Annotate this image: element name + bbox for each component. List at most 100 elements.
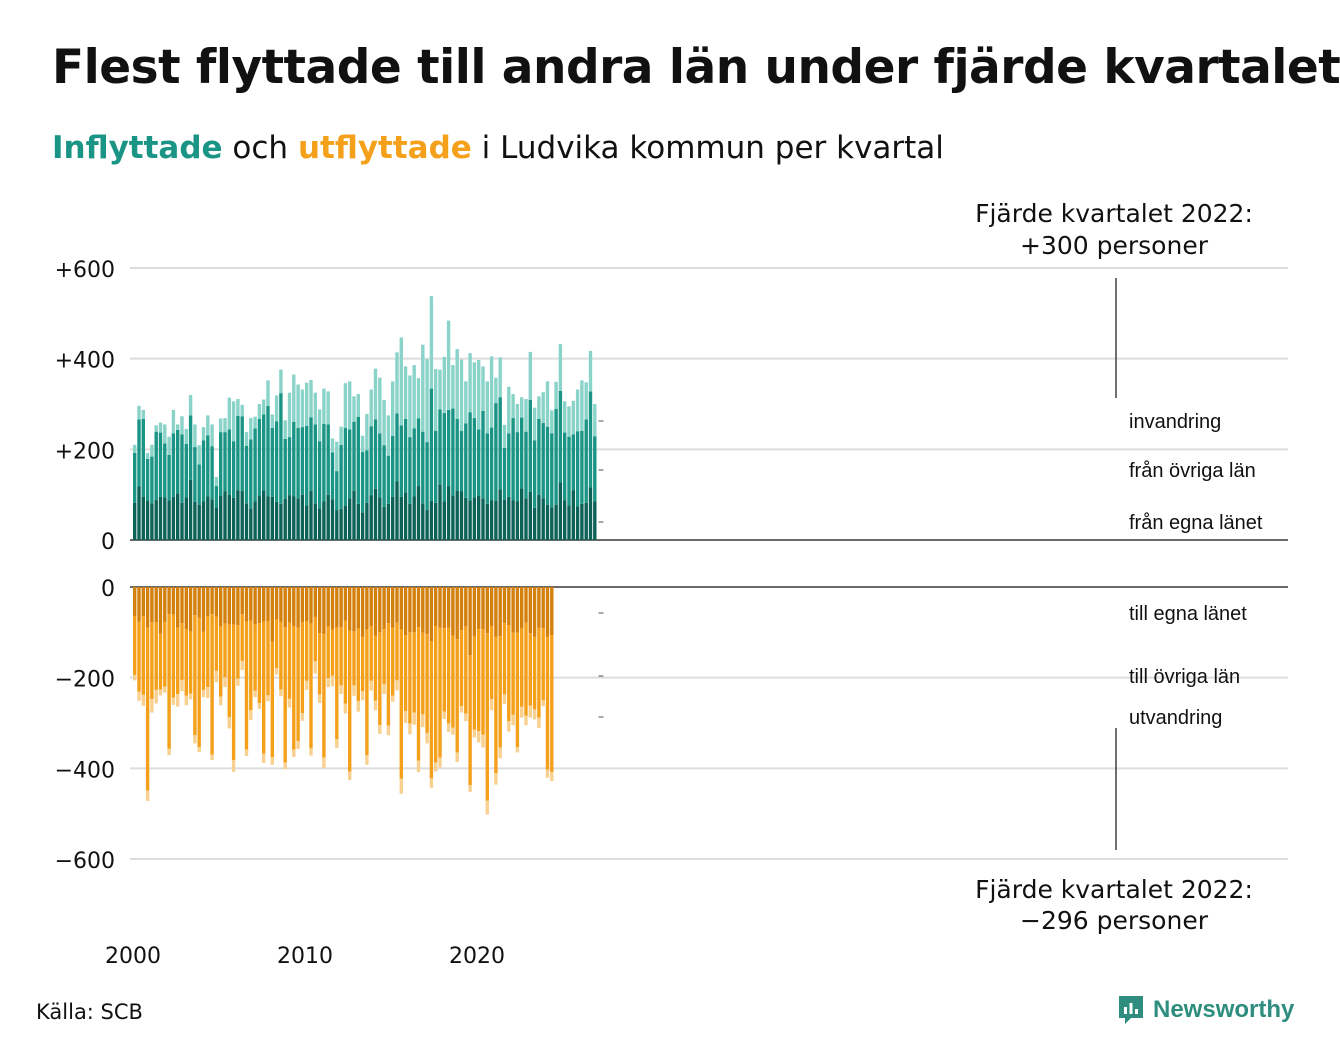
bar-inflow-ovriga — [296, 428, 300, 499]
bar-outflow-utvandring — [343, 703, 348, 714]
bar-outflow-egna — [163, 587, 167, 622]
bar-outflow-utvandring — [249, 710, 253, 720]
bar-inflow-invandring — [373, 368, 378, 420]
bar-outflow-utvandring — [167, 748, 171, 756]
bar-inflow-egna — [348, 498, 352, 540]
series-label-outflow: utvandring — [1129, 707, 1222, 729]
bar-inflow-egna — [141, 496, 145, 540]
bar-outflow-egna — [145, 587, 150, 628]
bar-outflow-ovriga — [296, 627, 300, 742]
bar-inflow-egna — [279, 503, 283, 540]
bar-inflow-ovriga — [425, 442, 429, 511]
bar-inflow-egna — [464, 497, 468, 540]
bar-outflow-utvandring — [163, 686, 167, 693]
bar-inflow-ovriga — [567, 436, 571, 506]
bar-outflow-ovriga — [240, 614, 244, 661]
bar-inflow-ovriga — [253, 428, 257, 502]
bar-inflow-egna — [472, 497, 477, 540]
bar-outflow-ovriga — [184, 629, 188, 696]
bar-inflow-invandring — [507, 386, 511, 434]
bar-outflow-utvandring — [425, 732, 429, 744]
y-tick-label-bottom: −200 — [55, 668, 115, 693]
bar-inflow-ovriga — [438, 409, 442, 485]
bar-outflow-utvandring — [180, 679, 184, 692]
bar-inflow-invandring — [197, 445, 201, 465]
bar-inflow-invandring — [231, 401, 236, 442]
bar-outflow-utvandring — [317, 694, 322, 704]
bar-inflow-egna — [386, 503, 391, 540]
bar-inflow-ovriga — [309, 417, 313, 492]
bar-outflow-ovriga — [438, 627, 442, 758]
bar-inflow-ovriga — [193, 447, 197, 502]
bar-outflow-ovriga — [257, 623, 262, 704]
bar-inflow-invandring — [356, 394, 360, 417]
bar-inflow-egna — [227, 494, 231, 540]
annotation-outflow-line: −296 personer — [1020, 906, 1209, 935]
bar-outflow-ovriga — [167, 614, 171, 749]
bar-outflow-ovriga — [412, 632, 416, 713]
bar-inflow-invandring — [339, 426, 343, 445]
bar-outflow-ovriga — [369, 625, 373, 681]
bar-inflow-ovriga — [167, 454, 171, 501]
bar-outflow-ovriga — [520, 628, 524, 707]
bar-inflow-invandring — [537, 396, 541, 419]
bar-inflow-ovriga — [554, 408, 558, 505]
bar-outflow-utvandring — [253, 690, 257, 698]
bar-inflow-ovriga — [520, 417, 524, 489]
bar-outflow-utvandring — [313, 661, 317, 674]
bar-inflow-ovriga — [421, 431, 425, 504]
bar-inflow-egna — [249, 508, 253, 540]
bar-inflow-ovriga — [563, 432, 567, 501]
bar-inflow-invandring — [528, 351, 532, 400]
x-tick-label: 2010 — [277, 944, 333, 969]
annotation-inflow-line: Fjärde kvartalet 2022: — [975, 199, 1253, 228]
bar-outflow-utvandring — [528, 705, 532, 718]
bar-outflow-egna — [296, 587, 300, 628]
newsworthy-logo[interactable]: Newsworthy — [1117, 994, 1294, 1026]
bar-inflow-egna — [434, 502, 438, 540]
bar-outflow-utvandring — [154, 689, 158, 704]
bar-inflow-egna — [322, 501, 326, 540]
bar-outflow-utvandring — [330, 675, 335, 687]
bar-inflow-invandring — [477, 360, 481, 430]
bar-outflow-utvandring — [210, 754, 214, 761]
bar-inflow-invandring — [279, 369, 283, 394]
bar-outflow-utvandring — [360, 691, 365, 701]
bar-inflow-ovriga — [494, 403, 498, 502]
bar-outflow-ovriga — [305, 620, 309, 681]
bar-outflow-egna — [532, 587, 537, 637]
bar-inflow-invandring — [274, 395, 279, 422]
bar-outflow-egna — [352, 587, 356, 632]
bar-outflow-egna — [360, 587, 365, 637]
bar-inflow-invandring — [133, 444, 137, 453]
bar-outflow-utvandring — [188, 693, 193, 700]
bar-outflow-ovriga — [197, 617, 201, 748]
bar-outflow-utvandring — [408, 723, 412, 735]
bar-inflow-egna — [524, 498, 528, 540]
bar-outflow-utvandring — [322, 757, 326, 768]
bar-inflow-ovriga — [292, 421, 296, 497]
bar-inflow-egna — [356, 503, 360, 540]
bar-outflow-utvandring — [193, 735, 197, 744]
bar-outflow-ovriga — [403, 635, 408, 712]
bar-outflow-ovriga — [133, 616, 137, 675]
bar-inflow-egna — [451, 495, 455, 540]
bar-inflow-invandring — [459, 359, 464, 431]
bar-inflow-ovriga — [528, 399, 532, 492]
bar-outflow-egna — [197, 587, 201, 618]
bar-outflow-egna — [373, 587, 378, 636]
bar-outflow-utvandring — [231, 760, 236, 772]
bar-inflow-ovriga — [472, 418, 477, 498]
bar-outflow-ovriga — [515, 632, 520, 748]
bar-inflow-ovriga — [236, 415, 240, 491]
bar-outflow-ovriga — [455, 639, 459, 753]
bar-outflow-egna — [524, 587, 528, 623]
bar-outflow-egna — [206, 587, 210, 617]
subtitle-mid: och — [232, 130, 289, 166]
bar-inflow-egna — [365, 502, 369, 540]
bar-inflow-egna — [511, 500, 515, 540]
bar-inflow-invandring — [262, 399, 266, 415]
newsworthy-logo-icon — [1119, 996, 1143, 1024]
bar-inflow-invandring — [352, 396, 356, 422]
bar-outflow-ovriga — [335, 627, 339, 740]
